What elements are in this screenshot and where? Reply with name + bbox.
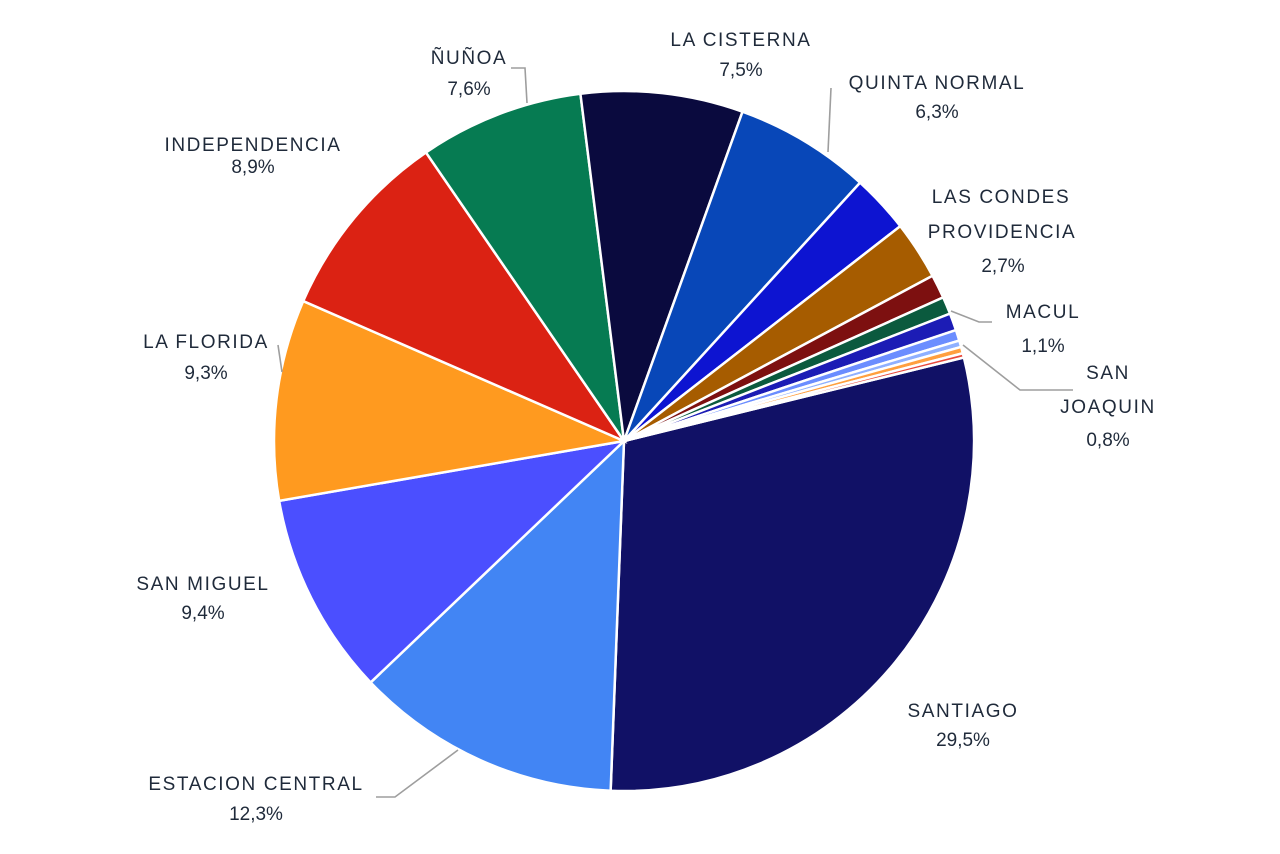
label-name-san-joaquin: SAN [1086, 363, 1130, 384]
label-name-estacion-central: ESTACION CENTRAL [148, 774, 363, 795]
leader-line-quinta-normal [827, 87, 832, 153]
label-value-independencia: 8,9% [231, 157, 274, 178]
label-name-providencia: PROVIDENCIA [928, 222, 1077, 243]
label-value-san-joaquin: 0,8% [1086, 430, 1129, 451]
label-value-la-cisterna: 7,5% [719, 60, 762, 81]
label-value-santiago: 29,5% [936, 730, 990, 751]
label-value-quinta-normal: 6,3% [915, 102, 958, 123]
pie-slices [272, 89, 976, 793]
label-name-san-miguel: SAN MIGUEL [136, 574, 269, 595]
label-name-la-florida: LA FLORIDA [143, 332, 269, 353]
leader-line-macul [950, 310, 992, 323]
label-value-macul: 1,1% [1021, 336, 1064, 357]
leader-line-la-florida [277, 344, 283, 373]
label-name-santiago: SANTIAGO [908, 701, 1019, 722]
label-name-quinta-normal: QUINTA NORMAL [849, 73, 1026, 94]
label-name-independencia: INDEPENDENCIA [164, 135, 341, 156]
leader-line-estacion-central [376, 749, 459, 798]
slice-san-miguel-2 [277, 439, 628, 685]
slice-estacion-central-1 [368, 437, 626, 793]
label-value-nunoa: 7,6% [447, 79, 490, 100]
slice-other-16 [623, 351, 966, 443]
slice-la-florida-3 [272, 299, 629, 503]
label-value-providencia: 2,7% [981, 256, 1024, 277]
label-name-las-condes: LAS CONDES [932, 187, 1070, 208]
label-name-la-cisterna: LA CISTERNA [670, 30, 811, 51]
label-name-nunoa: ÑUÑOA [431, 47, 508, 69]
slice-santiago-0 [609, 356, 976, 793]
slice-nunoa-5 [424, 92, 626, 442]
leader-line-san-joaquin [962, 344, 1073, 391]
slice-la-cisterna-6 [579, 89, 745, 442]
slice-quinta-normal-7 [622, 110, 862, 442]
label-value-san-miguel: 9,4% [181, 603, 224, 624]
label-name-macul: MACUL [1006, 302, 1081, 323]
label-value-estacion-central: 12,3% [229, 804, 283, 825]
slice-labels: SANTIAGO 29,5% ESTACION CENTRAL 12,3% SA… [136, 30, 1156, 825]
leader-lines [277, 67, 1073, 798]
leader-line-nunoa [511, 67, 528, 104]
label-value-la-florida: 9,3% [184, 363, 227, 384]
slice-independencia-4 [301, 150, 628, 444]
label-name-san-joaquin-line2: JOAQUIN [1060, 397, 1156, 418]
